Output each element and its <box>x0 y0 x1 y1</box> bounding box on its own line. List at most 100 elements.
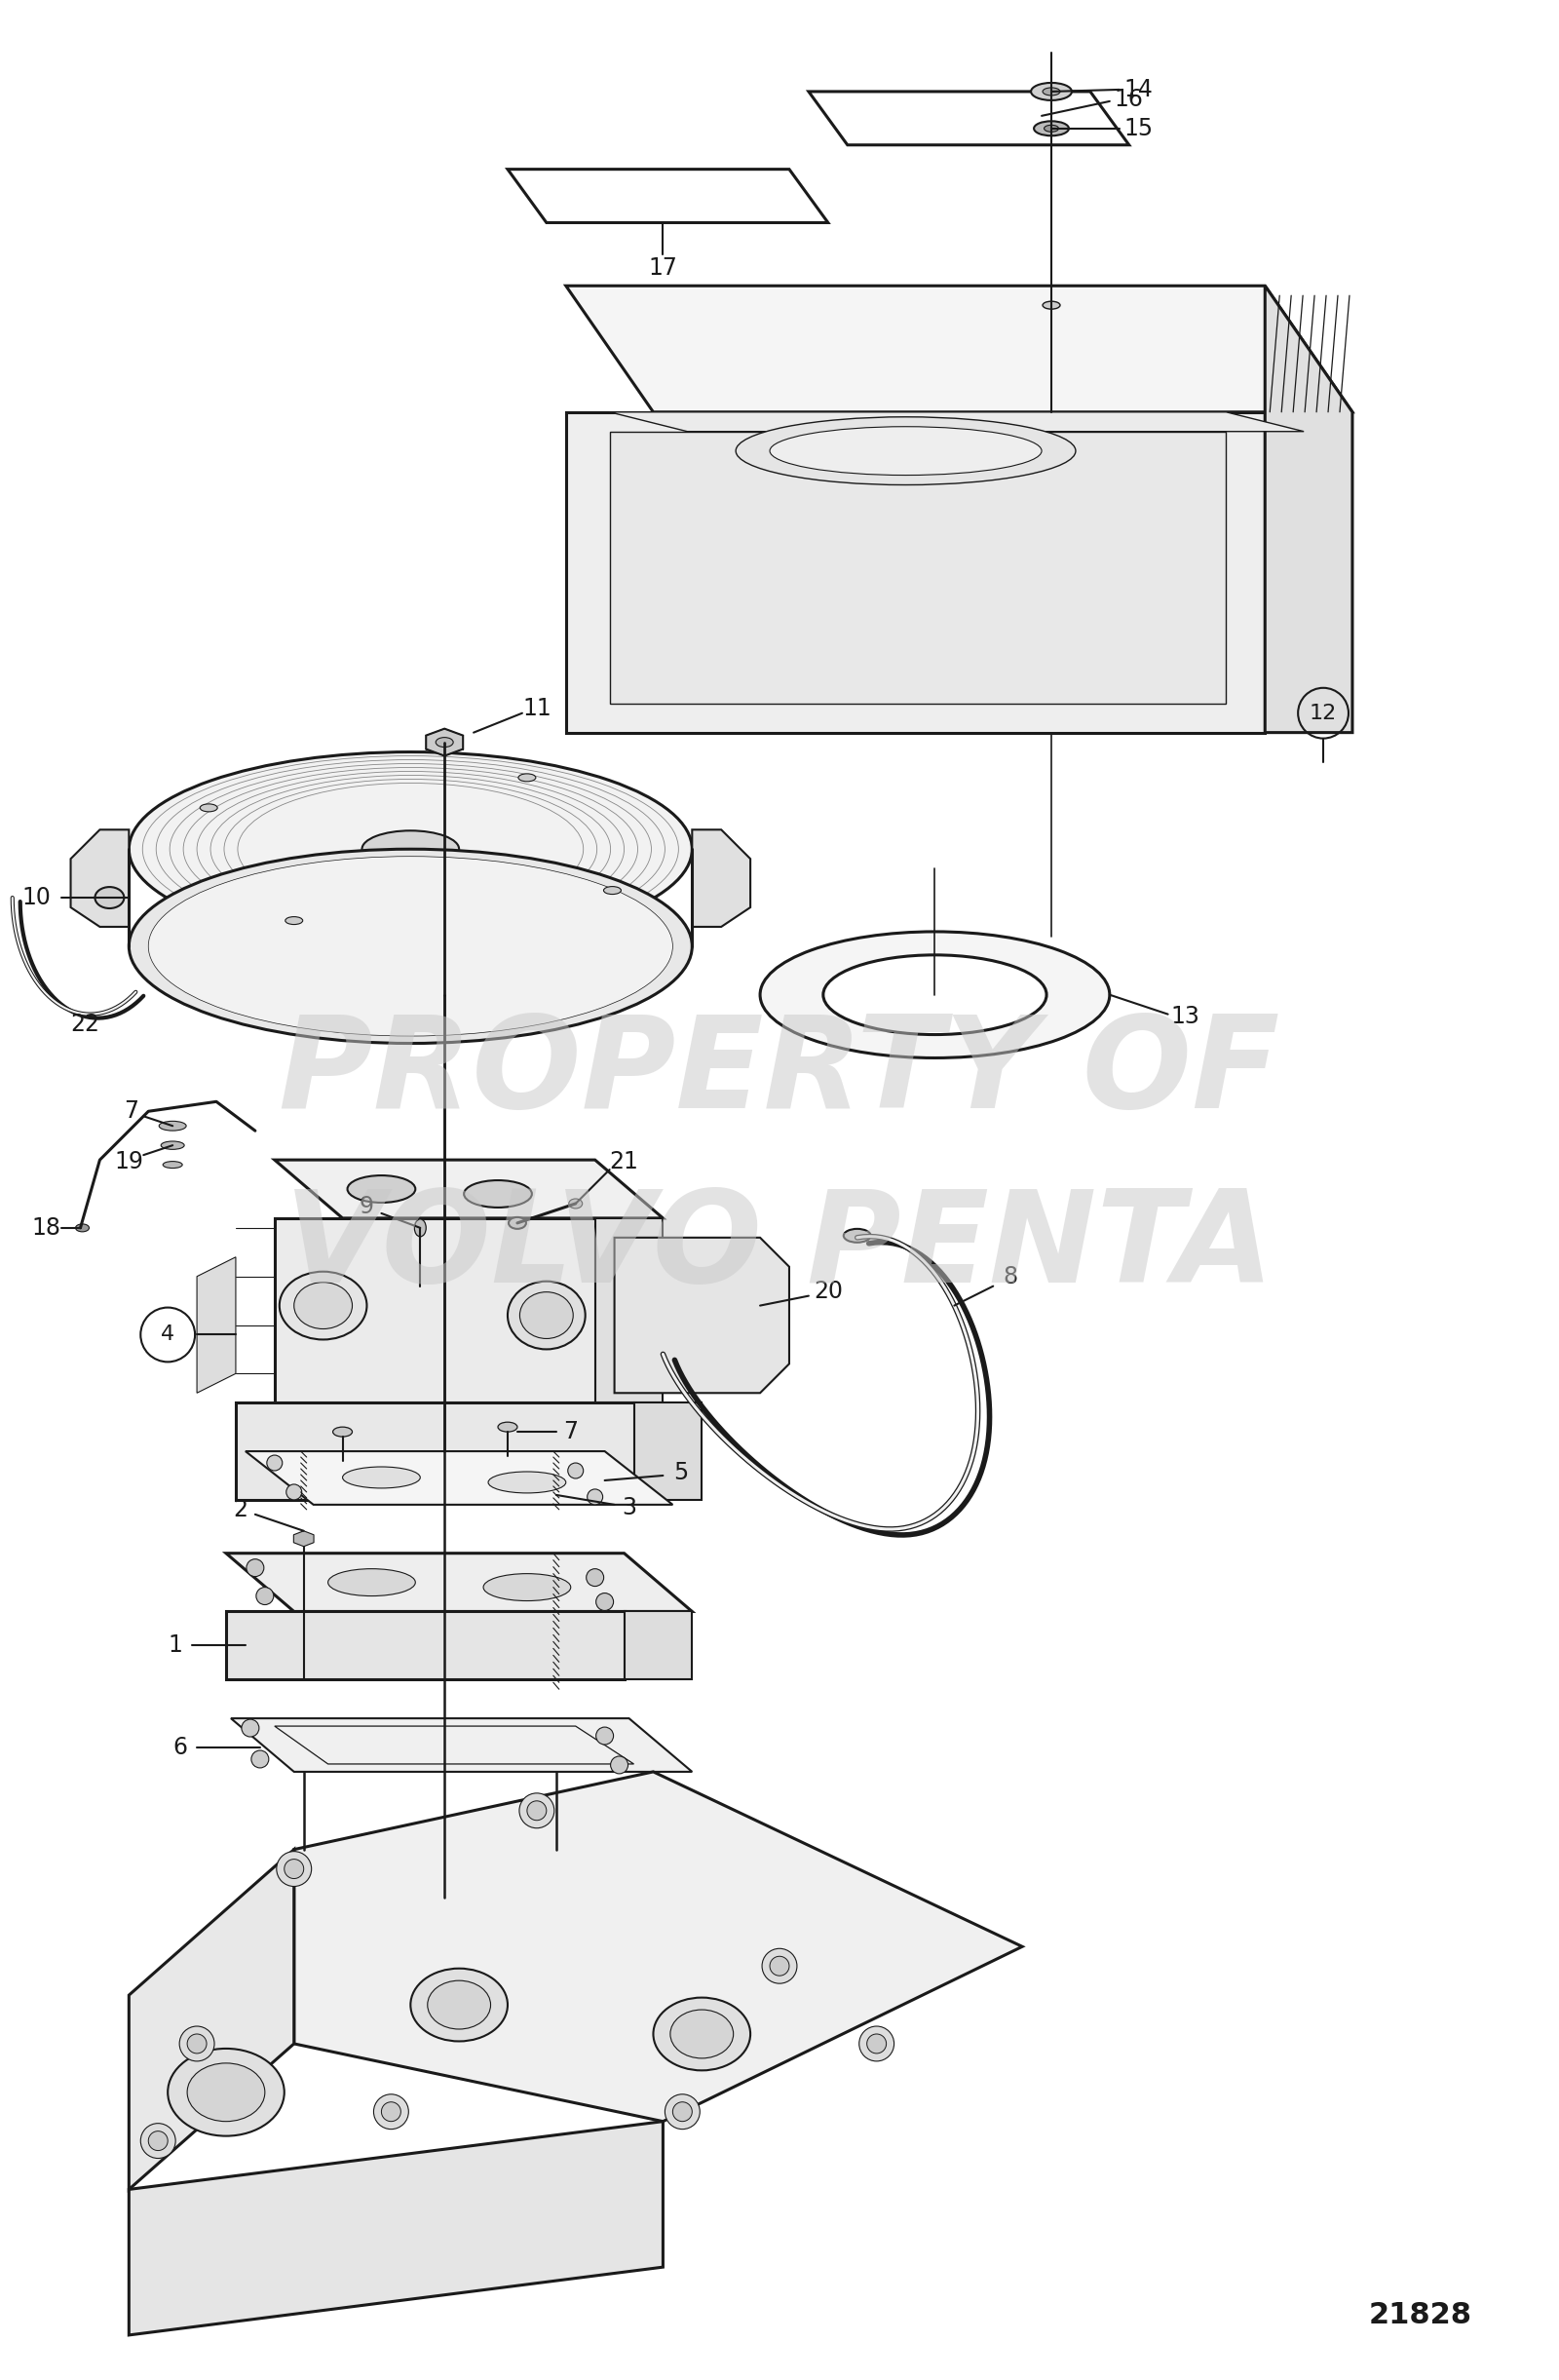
Ellipse shape <box>761 931 1110 1059</box>
Ellipse shape <box>823 954 1046 1035</box>
Ellipse shape <box>362 831 458 869</box>
Polygon shape <box>295 1771 1023 2121</box>
Polygon shape <box>226 1554 692 1611</box>
Ellipse shape <box>1043 88 1060 95</box>
Circle shape <box>267 1454 282 1471</box>
Ellipse shape <box>670 2009 733 2059</box>
Ellipse shape <box>410 1968 508 2042</box>
Polygon shape <box>596 1219 663 1402</box>
Ellipse shape <box>488 1471 566 1492</box>
Polygon shape <box>692 831 750 926</box>
Circle shape <box>242 1718 259 1737</box>
Ellipse shape <box>1043 302 1060 309</box>
Text: 14: 14 <box>1124 79 1154 102</box>
Circle shape <box>519 1792 555 1828</box>
Ellipse shape <box>327 1568 415 1597</box>
Circle shape <box>374 2094 408 2130</box>
Text: 21: 21 <box>610 1150 639 1173</box>
Circle shape <box>672 2102 692 2121</box>
Ellipse shape <box>518 774 536 781</box>
Ellipse shape <box>279 1271 366 1340</box>
Ellipse shape <box>465 1180 532 1207</box>
Circle shape <box>187 2035 207 2054</box>
Ellipse shape <box>427 1980 491 2030</box>
Circle shape <box>859 2025 893 2061</box>
Circle shape <box>867 2035 887 2054</box>
Polygon shape <box>566 412 1264 733</box>
Text: 17: 17 <box>649 257 678 281</box>
Polygon shape <box>610 412 1303 431</box>
Text: 7: 7 <box>123 1100 139 1123</box>
Polygon shape <box>624 1611 692 1680</box>
Ellipse shape <box>285 916 302 923</box>
Polygon shape <box>614 1238 789 1392</box>
Text: 20: 20 <box>814 1280 843 1302</box>
Polygon shape <box>129 1849 295 2190</box>
Polygon shape <box>610 431 1227 704</box>
Polygon shape <box>245 1452 672 1504</box>
Ellipse shape <box>75 1223 89 1233</box>
Text: 9: 9 <box>360 1195 374 1219</box>
Circle shape <box>276 1852 312 1887</box>
Polygon shape <box>293 1530 313 1547</box>
Polygon shape <box>274 1219 596 1402</box>
Ellipse shape <box>603 885 620 895</box>
Text: 4: 4 <box>161 1326 175 1345</box>
Text: PROPERTY OF: PROPERTY OF <box>279 1011 1280 1135</box>
Ellipse shape <box>497 1423 518 1433</box>
Text: 1: 1 <box>168 1633 182 1656</box>
Ellipse shape <box>483 1573 571 1602</box>
Ellipse shape <box>295 1283 352 1328</box>
Ellipse shape <box>148 857 672 1035</box>
Text: 13: 13 <box>1171 1004 1200 1028</box>
Text: VOLVO PENTA: VOLVO PENTA <box>285 1185 1274 1309</box>
Circle shape <box>179 2025 215 2061</box>
Text: 12: 12 <box>1310 704 1338 724</box>
Circle shape <box>588 1490 603 1504</box>
Polygon shape <box>70 831 129 926</box>
Circle shape <box>251 1749 268 1768</box>
Polygon shape <box>426 728 463 757</box>
Polygon shape <box>1264 286 1352 733</box>
Circle shape <box>586 1568 603 1585</box>
Ellipse shape <box>164 1161 182 1169</box>
Circle shape <box>611 1756 628 1773</box>
Text: 10: 10 <box>22 885 51 909</box>
Ellipse shape <box>770 426 1041 476</box>
Circle shape <box>284 1859 304 1878</box>
Ellipse shape <box>519 1292 574 1338</box>
Ellipse shape <box>129 752 692 947</box>
Ellipse shape <box>1034 121 1069 136</box>
Ellipse shape <box>348 1176 415 1202</box>
Circle shape <box>596 1592 613 1611</box>
Text: 21828: 21828 <box>1369 2301 1472 2330</box>
Circle shape <box>382 2102 401 2121</box>
Circle shape <box>287 1485 302 1499</box>
Polygon shape <box>566 286 1352 412</box>
Circle shape <box>567 1464 583 1478</box>
Circle shape <box>770 1956 789 1975</box>
Ellipse shape <box>437 738 454 747</box>
Ellipse shape <box>736 416 1076 486</box>
Circle shape <box>666 2094 700 2130</box>
Ellipse shape <box>200 804 217 812</box>
Ellipse shape <box>569 1200 583 1209</box>
Polygon shape <box>635 1402 702 1499</box>
Text: 22: 22 <box>70 1011 100 1035</box>
Ellipse shape <box>508 1216 525 1228</box>
Ellipse shape <box>332 1428 352 1438</box>
Ellipse shape <box>129 850 692 1042</box>
Ellipse shape <box>1030 83 1071 100</box>
Circle shape <box>256 1587 274 1604</box>
Circle shape <box>527 1802 547 1821</box>
Polygon shape <box>196 1257 235 1392</box>
Text: 15: 15 <box>1124 117 1154 140</box>
Circle shape <box>246 1559 263 1576</box>
Polygon shape <box>274 1159 663 1219</box>
Text: 16: 16 <box>1115 88 1144 112</box>
Circle shape <box>596 1728 613 1745</box>
Ellipse shape <box>1045 126 1059 131</box>
Text: 11: 11 <box>522 697 552 721</box>
Polygon shape <box>235 1402 635 1499</box>
Ellipse shape <box>415 1219 426 1238</box>
